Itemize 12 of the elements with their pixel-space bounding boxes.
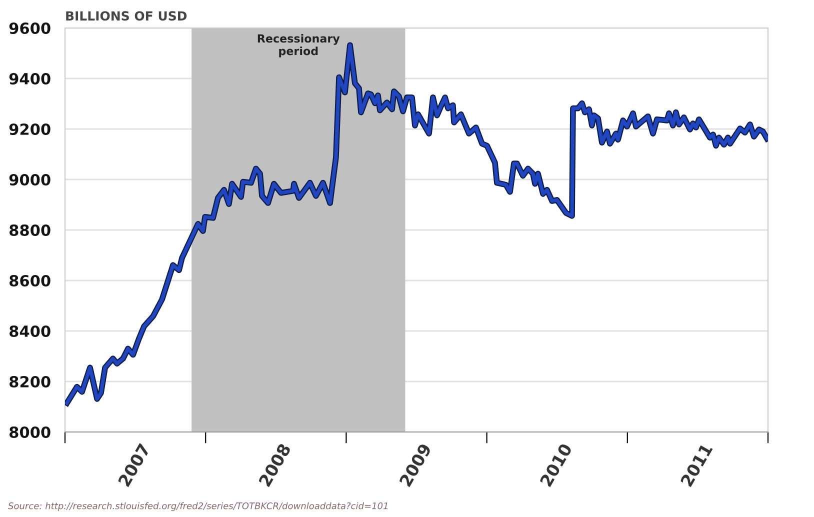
y-axis-title: BILLIONS OF USD bbox=[66, 11, 187, 21]
source-note: Source: http://research.stlouisfed.org/fred2/series/TOTBKCR/downloaddata?cid=101 bbox=[8, 502, 388, 511]
y-tick-label: 9600 bbox=[9, 22, 50, 34]
y-tick-label: 8400 bbox=[10, 325, 50, 338]
y-tick-label: 9400 bbox=[9, 72, 50, 85]
y-tick-label: 9000 bbox=[9, 174, 50, 186]
y-tick-label: 9200 bbox=[9, 123, 50, 136]
y-tick-label: 8000 bbox=[10, 426, 50, 438]
y-tick-label: 8600 bbox=[10, 274, 50, 287]
y-tick-label: 8800 bbox=[10, 224, 50, 236]
band-label: Recessionary period bbox=[258, 34, 340, 58]
y-tick-label: 8200 bbox=[10, 376, 50, 388]
